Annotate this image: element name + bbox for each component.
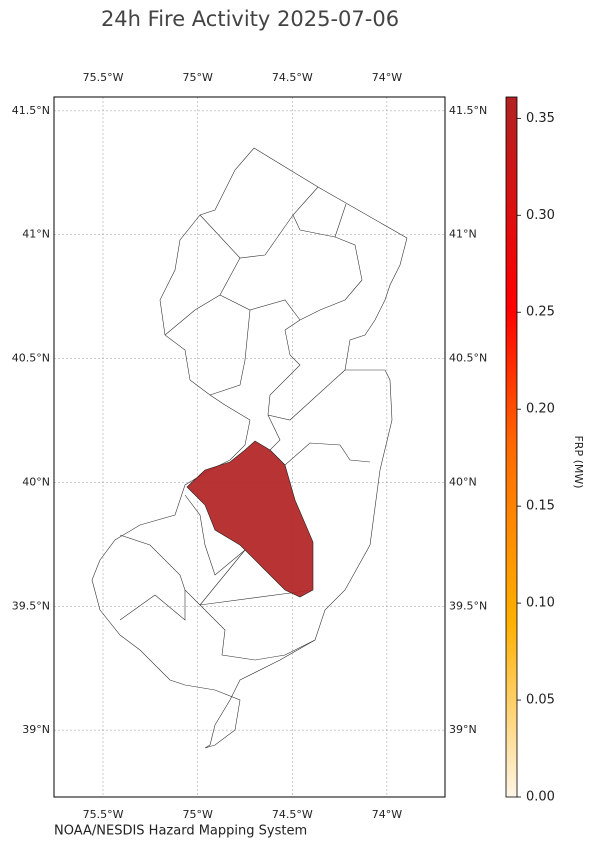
x-tick-label: 74.5°W <box>272 71 313 84</box>
y-tick-label: 41°N <box>22 228 50 241</box>
state-map <box>91 147 408 749</box>
colorbar-tick-label: 0.30 <box>526 208 555 223</box>
x-tick-label: 74°W <box>372 71 402 84</box>
y-tick-label: 41.5°N <box>12 104 50 117</box>
map-title: 24h Fire Activity 2025-07-06 <box>101 7 399 31</box>
y-tick-label: 40.5°N <box>449 352 487 365</box>
county-border <box>184 494 246 576</box>
y-tick-label: 39.5°N <box>449 599 487 612</box>
x-tick-label: 75°W <box>182 71 212 84</box>
county-border <box>199 186 319 259</box>
county-border <box>284 203 363 331</box>
source-credit: NOAA/NESDIS Hazard Mapping System <box>54 824 307 839</box>
county-border <box>199 604 316 661</box>
y-tick-label: 39.5°N <box>12 599 50 612</box>
county-border <box>119 534 246 606</box>
county-border <box>267 414 371 466</box>
map-frame <box>53 96 446 798</box>
y-tick-label: 39°N <box>449 723 477 736</box>
fire-county <box>186 440 314 598</box>
x-tick-label: 74°W <box>372 808 402 821</box>
y-tick-label: 40.5°N <box>12 352 50 365</box>
colorbar-tick-label: 0.10 <box>526 596 555 611</box>
colorbar-tick-label: 0.05 <box>526 693 555 708</box>
x-tick-label: 75°W <box>182 808 212 821</box>
state-outline <box>91 147 408 749</box>
colorbar-tick-label: 0.20 <box>526 402 555 417</box>
y-tick-label: 39°N <box>22 723 50 736</box>
county-border <box>209 309 251 396</box>
x-tick-label: 75.5°W <box>83 808 124 821</box>
colorbar-tick-label: 0.15 <box>526 499 555 514</box>
graticule <box>54 97 445 797</box>
colorbar <box>505 96 518 798</box>
county-border <box>119 590 186 621</box>
colorbar-tick-label: 0.00 <box>526 790 555 805</box>
county-border <box>292 214 336 238</box>
colorbar-label: FRP (MW) <box>572 435 585 488</box>
x-tick-label: 74.5°W <box>272 808 313 821</box>
colorbar-tick-label: 0.25 <box>526 305 555 320</box>
y-tick-label: 40°N <box>449 475 477 488</box>
county-border <box>164 294 221 336</box>
colorbar-tick-label: 0.35 <box>526 111 555 126</box>
y-tick-label: 40°N <box>22 475 50 488</box>
y-tick-label: 41°N <box>449 228 477 241</box>
county-border <box>267 329 346 421</box>
y-tick-label: 41.5°N <box>449 104 487 117</box>
county-border <box>219 257 301 321</box>
x-tick-label: 75.5°W <box>83 71 124 84</box>
